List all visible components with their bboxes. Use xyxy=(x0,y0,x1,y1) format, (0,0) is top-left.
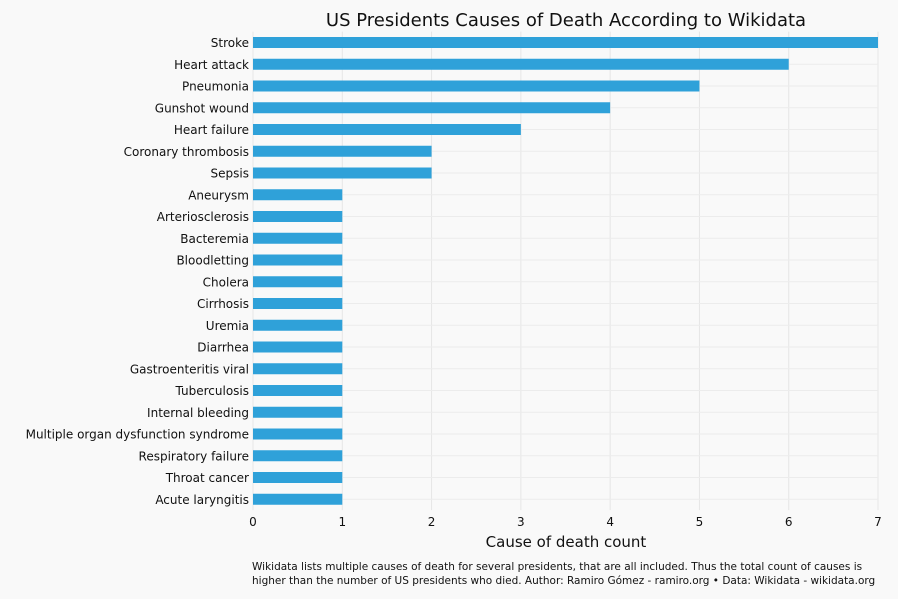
bar xyxy=(253,102,611,114)
bar xyxy=(253,80,700,92)
bar xyxy=(253,298,343,309)
x-tick-label: 5 xyxy=(696,515,704,529)
bar xyxy=(253,37,878,48)
bar xyxy=(253,211,343,222)
chart-title: US Presidents Causes of Death According … xyxy=(326,10,806,31)
caption-line-1: Wikidata lists multiple causes of death … xyxy=(252,561,863,573)
x-tick-label: 4 xyxy=(606,515,614,529)
bar xyxy=(253,232,343,244)
chart-caption: Wikidata lists multiple causes of death … xyxy=(252,560,892,588)
y-tick-label: Uremia xyxy=(206,319,249,333)
y-tick-label: Acute laryngitis xyxy=(155,493,249,507)
x-tick-label: 1 xyxy=(338,515,346,529)
bar xyxy=(253,472,343,483)
x-tick-label: 2 xyxy=(428,515,436,529)
y-tick-label: Bloodletting xyxy=(176,254,249,268)
bar xyxy=(253,58,789,70)
y-tick-labels: Stroke Heart attack Pneumonia Gunshot wound… xyxy=(26,36,249,507)
y-tick-label: Gastroenteritis viral xyxy=(130,362,249,376)
x-axis-label: Cause of death count xyxy=(486,533,647,551)
y-tick-label: Aneurysm xyxy=(188,188,249,202)
y-tick-label: Sepsis xyxy=(211,167,249,181)
y-tick-label: Cholera xyxy=(203,275,249,289)
y-tick-label: Heart failure xyxy=(174,123,249,137)
bar xyxy=(253,124,521,135)
y-tick-label: Bacteremia xyxy=(180,232,249,246)
bar xyxy=(253,167,432,179)
y-tick-label: Stroke xyxy=(211,36,249,50)
bar xyxy=(253,341,343,353)
bars xyxy=(253,37,878,505)
y-tick-label: Diarrhea xyxy=(197,341,249,355)
bar xyxy=(253,493,343,505)
bar xyxy=(253,363,343,375)
x-tick-label: 6 xyxy=(785,515,793,529)
y-tick-label: Gunshot wound xyxy=(155,101,249,115)
x-tick-label: 0 xyxy=(249,515,257,529)
bar xyxy=(253,145,432,157)
bar xyxy=(253,428,343,440)
y-tick-label: Respiratory failure xyxy=(139,449,249,463)
bar xyxy=(253,276,343,288)
bar xyxy=(253,406,343,418)
y-tick-label: Coronary thrombosis xyxy=(124,145,249,159)
caption-line-2: higher than the number of US presidents … xyxy=(252,575,876,587)
y-tick-label: Internal bleeding xyxy=(147,406,249,420)
bar xyxy=(253,385,343,396)
y-tick-label: Multiple organ dysfunction syndrome xyxy=(26,428,249,442)
y-tick-label: Cirrhosis xyxy=(197,297,249,311)
y-tick-label: Heart attack xyxy=(174,58,249,72)
bar xyxy=(253,189,343,201)
y-tick-label: Tuberculosis xyxy=(175,384,250,398)
bar xyxy=(253,254,343,266)
y-tick-label: Arteriosclerosis xyxy=(157,210,249,224)
x-tick-labels: 0 1 2 3 4 5 6 7 xyxy=(249,515,882,529)
y-tick-label: Pneumonia xyxy=(182,80,249,94)
y-tick-label: Throat cancer xyxy=(165,471,249,485)
bar xyxy=(253,450,343,462)
x-tick-label: 3 xyxy=(517,515,525,529)
bar xyxy=(253,319,343,331)
x-tick-label: 7 xyxy=(874,515,882,529)
